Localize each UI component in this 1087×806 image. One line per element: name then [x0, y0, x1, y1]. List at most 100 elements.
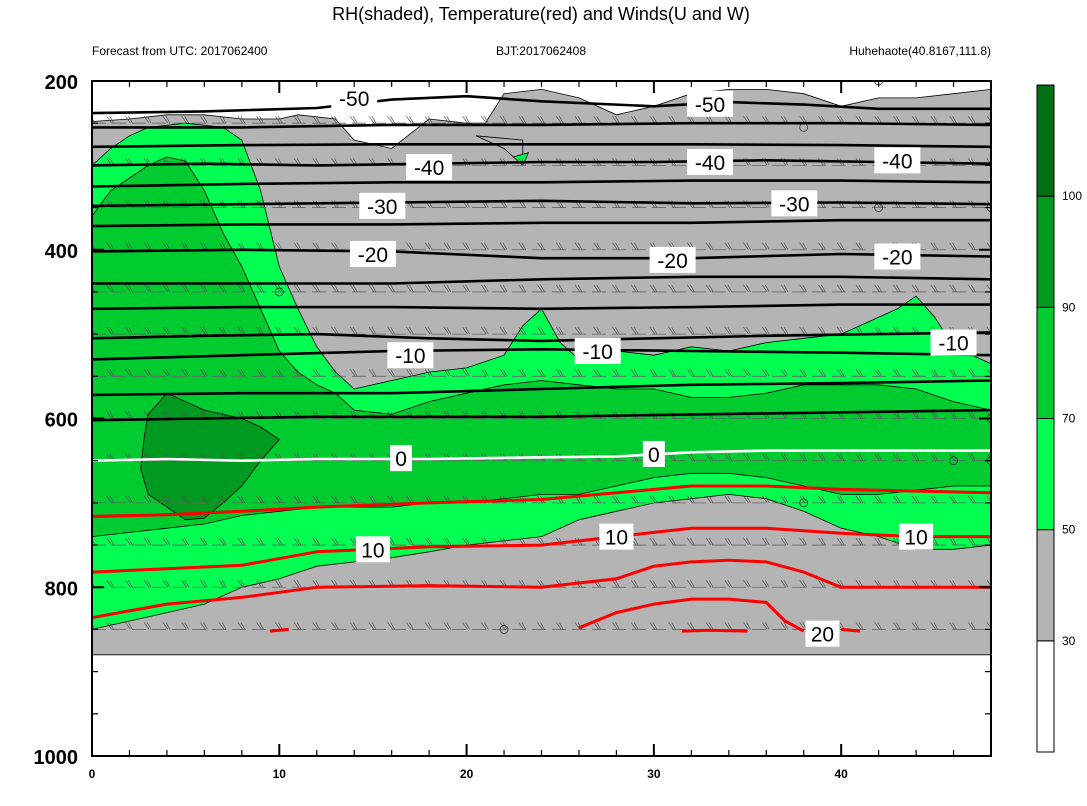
wind-barb — [874, 369, 880, 377]
wind-barb — [221, 622, 227, 630]
wind-barb — [203, 116, 208, 124]
wind-barb — [406, 537, 412, 546]
wind-barb — [783, 537, 789, 546]
wind-barb — [371, 116, 377, 124]
wind-barb — [633, 537, 639, 546]
isotherm-label: 0 — [395, 448, 407, 471]
wind-barb — [970, 116, 976, 124]
wind-barb — [184, 622, 189, 630]
wind-barb — [690, 495, 695, 504]
wind-barb — [764, 580, 770, 588]
wind-barb — [836, 495, 843, 504]
wind-barb — [649, 622, 656, 630]
wind-barb — [615, 242, 620, 250]
wind-barb — [424, 537, 431, 546]
wind-barb — [181, 622, 187, 630]
wind-barb — [334, 537, 339, 546]
rh-shading — [92, 88, 991, 656]
wind-barb — [427, 369, 433, 377]
wind-barb — [593, 115, 599, 124]
wind-barb — [967, 411, 974, 419]
wind-barb — [293, 326, 300, 335]
wind-barb — [668, 453, 674, 461]
isotherm-line — [92, 199, 991, 208]
wind-barb — [986, 369, 991, 376]
isotherm-line — [92, 303, 991, 311]
wind-barb — [296, 622, 302, 630]
isotherm-label-box — [349, 240, 396, 267]
wind-barb — [970, 537, 976, 546]
wind-barb — [352, 116, 358, 124]
wind-barb — [293, 242, 300, 250]
wind-barb — [218, 326, 225, 335]
wind-barb — [406, 326, 412, 335]
wind-barb — [387, 115, 393, 124]
wind-barb — [203, 242, 208, 250]
wind-barb — [296, 284, 302, 293]
wind-barb — [836, 453, 843, 461]
wind-barb — [443, 326, 450, 335]
isotherm-fragment — [841, 627, 861, 633]
wind-barb — [705, 326, 712, 335]
wind-barb — [967, 115, 974, 124]
wind-barb — [818, 453, 824, 461]
wind-barb — [930, 622, 937, 630]
wind-barb — [109, 411, 115, 419]
wind-barb — [836, 326, 843, 335]
wind-barb — [705, 242, 712, 250]
wind-barb — [821, 453, 826, 461]
wind-barb — [334, 622, 339, 630]
wind-barb — [630, 369, 637, 377]
wind-barb — [671, 537, 676, 546]
wind-barb — [406, 495, 412, 504]
wind-barb — [109, 622, 115, 630]
wind-barb — [200, 242, 206, 250]
wind-barb — [783, 369, 789, 377]
wind-barb — [671, 580, 676, 588]
wind-barb — [577, 326, 583, 335]
wind-barb — [465, 622, 470, 630]
wind-barb — [671, 326, 676, 335]
wind-barb — [802, 537, 808, 546]
wind-barb — [293, 115, 300, 124]
wind-barb — [371, 622, 377, 630]
wind-barb — [275, 580, 281, 588]
wind-barb — [237, 115, 244, 124]
wind-barb — [970, 242, 976, 250]
wind-barb — [312, 369, 319, 377]
wind-barb — [203, 495, 208, 504]
wind-barb — [874, 115, 880, 124]
wind-barb — [181, 411, 187, 419]
wind-barb — [896, 369, 901, 377]
wind-barb — [705, 495, 712, 504]
wind-barb — [930, 115, 937, 124]
wind-barb — [970, 284, 976, 293]
isotherm-label-box — [687, 90, 734, 117]
wind-barb — [821, 242, 826, 250]
colorbar: 30 50 70 90 100 — [1036, 84, 1082, 753]
wind-barb — [855, 326, 862, 335]
wind-barb — [502, 326, 508, 335]
wind-barb — [443, 369, 450, 377]
wind-barb — [930, 495, 937, 504]
wind-barb — [690, 326, 695, 335]
wind-barb — [165, 326, 171, 335]
wind-barb — [315, 116, 321, 124]
wind-barb — [802, 326, 808, 335]
wind-barb — [352, 369, 358, 377]
wind-barb — [687, 326, 693, 335]
isotherm-label-box — [390, 445, 413, 472]
wind-barb — [574, 115, 581, 124]
wind-barb — [352, 326, 358, 335]
wind-barb — [724, 369, 731, 377]
wind-barb — [986, 284, 991, 292]
wind-barb — [181, 326, 187, 335]
wind-barb — [914, 411, 920, 419]
wind-barb — [612, 326, 618, 335]
wind-barb — [184, 411, 189, 419]
wind-barb — [315, 284, 321, 293]
wind-barb — [970, 411, 976, 419]
wind-barb — [218, 622, 225, 630]
wind-barb — [146, 495, 152, 504]
wind-barb — [577, 242, 583, 250]
